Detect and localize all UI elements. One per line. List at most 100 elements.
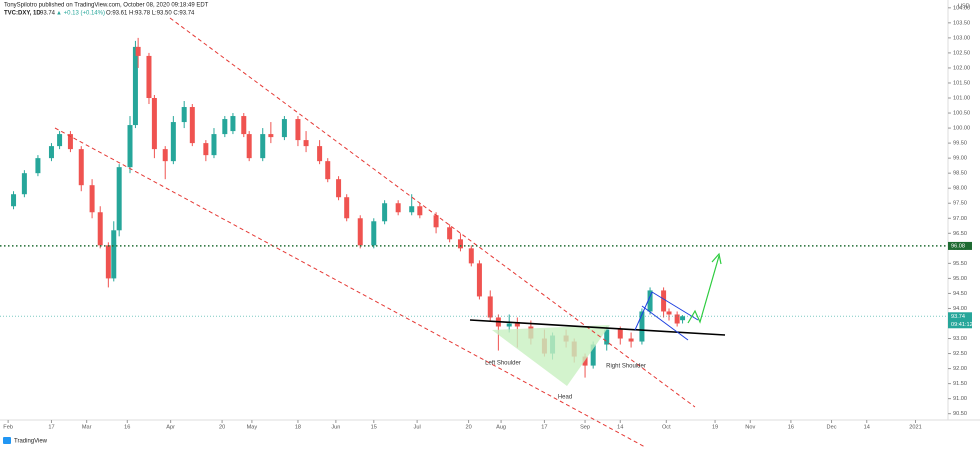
candle-body [639, 311, 645, 342]
y-tick-label: 101.50 [953, 80, 970, 86]
candle-body [97, 212, 103, 246]
x-tick-label: 20 [465, 424, 471, 430]
candle-body [67, 134, 73, 150]
y-tick-label: 98.00 [953, 186, 967, 192]
y-tick-label: 101.00 [953, 95, 970, 101]
x-tick-label: 17 [541, 424, 547, 430]
candle-body [89, 185, 95, 213]
candle-body [344, 197, 350, 219]
x-tick-label: 18 [295, 424, 301, 430]
candle-body [674, 314, 680, 324]
candle-body [382, 203, 388, 222]
candle-body [189, 107, 195, 144]
candle-body [246, 134, 252, 159]
y-tick-label: 91.00 [953, 396, 967, 402]
candle-body [151, 98, 157, 150]
x-tick-label: 17 [48, 424, 54, 430]
candle-body [476, 263, 482, 297]
x-tick-label: Nov [745, 424, 755, 430]
candle-body [203, 143, 209, 156]
y-tick-label: 103.00 [953, 35, 970, 41]
y-tick-label: 97.50 [953, 201, 967, 207]
flag-top [651, 291, 699, 321]
candle-body [281, 119, 287, 138]
x-tick-label: 19 [712, 424, 718, 430]
y-tick-label: 103.50 [953, 20, 970, 26]
candle-body [582, 356, 588, 366]
y-tick-label: 97.00 [953, 216, 967, 222]
y-tick-label: 102.50 [953, 50, 970, 56]
author-line: TonySpilotro published on TradingView.co… [4, 3, 209, 9]
flag-bottom [641, 305, 689, 341]
flag-pole [634, 291, 653, 331]
currency: USD [958, 3, 970, 9]
candle-body [170, 122, 176, 162]
x-tick-label: 14 [617, 424, 623, 430]
candle-body [222, 119, 228, 135]
candle-body [303, 140, 309, 147]
candle-body [230, 116, 236, 132]
candle-body [295, 119, 301, 141]
x-tick-label: 20 [219, 424, 225, 430]
candle-body [241, 116, 247, 135]
arrow-head [711, 252, 722, 265]
candle-body [628, 338, 634, 342]
candle-body [680, 316, 686, 321]
x-tick-label: Sep [580, 424, 590, 430]
y-tick-label: 95.50 [953, 261, 967, 267]
x-tick-label: 16 [124, 424, 130, 430]
annotation: Right Shoulder [606, 364, 646, 370]
channel-upper [169, 17, 696, 408]
x-tick-label: Aug [496, 424, 506, 430]
ohlc: O:93.61 H:93.78 L:93.50 C:93.74 [106, 11, 195, 17]
candle-body [78, 149, 84, 186]
annotation: Head [558, 395, 572, 401]
candle-body [111, 230, 117, 279]
neckline [469, 319, 726, 336]
y-tick-label: 91.50 [953, 381, 967, 387]
candle-body [127, 125, 133, 168]
candle-body [11, 194, 17, 207]
drawings: Left Shoulder Head Right Shoulder [54, 17, 726, 448]
y-tick-label: 94.50 [953, 291, 967, 297]
y-tick-label: 95.00 [953, 276, 967, 282]
candle-body [317, 146, 323, 162]
head-area [492, 325, 610, 386]
x-tick-label: May [247, 424, 258, 430]
annotation: Left Shoulder [485, 361, 521, 367]
candle-body [35, 158, 41, 174]
candle-body [604, 329, 610, 345]
x-tick-label: 15 [371, 424, 377, 430]
x-tick-label: Oct [662, 424, 671, 430]
change: ▲ +0.13 (+0.14%) [56, 11, 105, 17]
candle-body [661, 290, 667, 312]
price: 93.74 [40, 11, 56, 17]
candle-body [590, 344, 596, 366]
candle-body [105, 245, 111, 279]
y-tick-label: 100.50 [953, 111, 970, 117]
candle-body [395, 203, 401, 213]
x-tick-label: 14 [864, 424, 870, 430]
y-tick-label: 96.50 [953, 231, 967, 237]
countdown: 09:41:12 [951, 322, 973, 328]
x-tick-label: 2021 [909, 424, 921, 430]
target-arrow [687, 255, 720, 324]
price-axis-bg [948, 0, 980, 449]
y-tick-label: 100.00 [953, 126, 970, 132]
y-tick-label: 102.00 [953, 65, 970, 71]
y-tick-label: 92.50 [953, 351, 967, 357]
candle-body [57, 134, 63, 147]
candle-body [162, 149, 168, 162]
x-tick-label: Dec [827, 424, 837, 430]
x-tick-label: 16 [788, 424, 794, 430]
candle-body [268, 134, 274, 138]
brand-logo [3, 437, 11, 444]
x-tick-label: Jul [414, 424, 421, 430]
y-tick-label: 94.00 [953, 306, 967, 312]
last-price-label: 93.74 [951, 314, 965, 320]
x-tick-label: Apr [166, 424, 175, 430]
y-tick-label: 99.50 [953, 141, 967, 147]
candle-body [135, 46, 141, 56]
candle-body [409, 206, 415, 213]
